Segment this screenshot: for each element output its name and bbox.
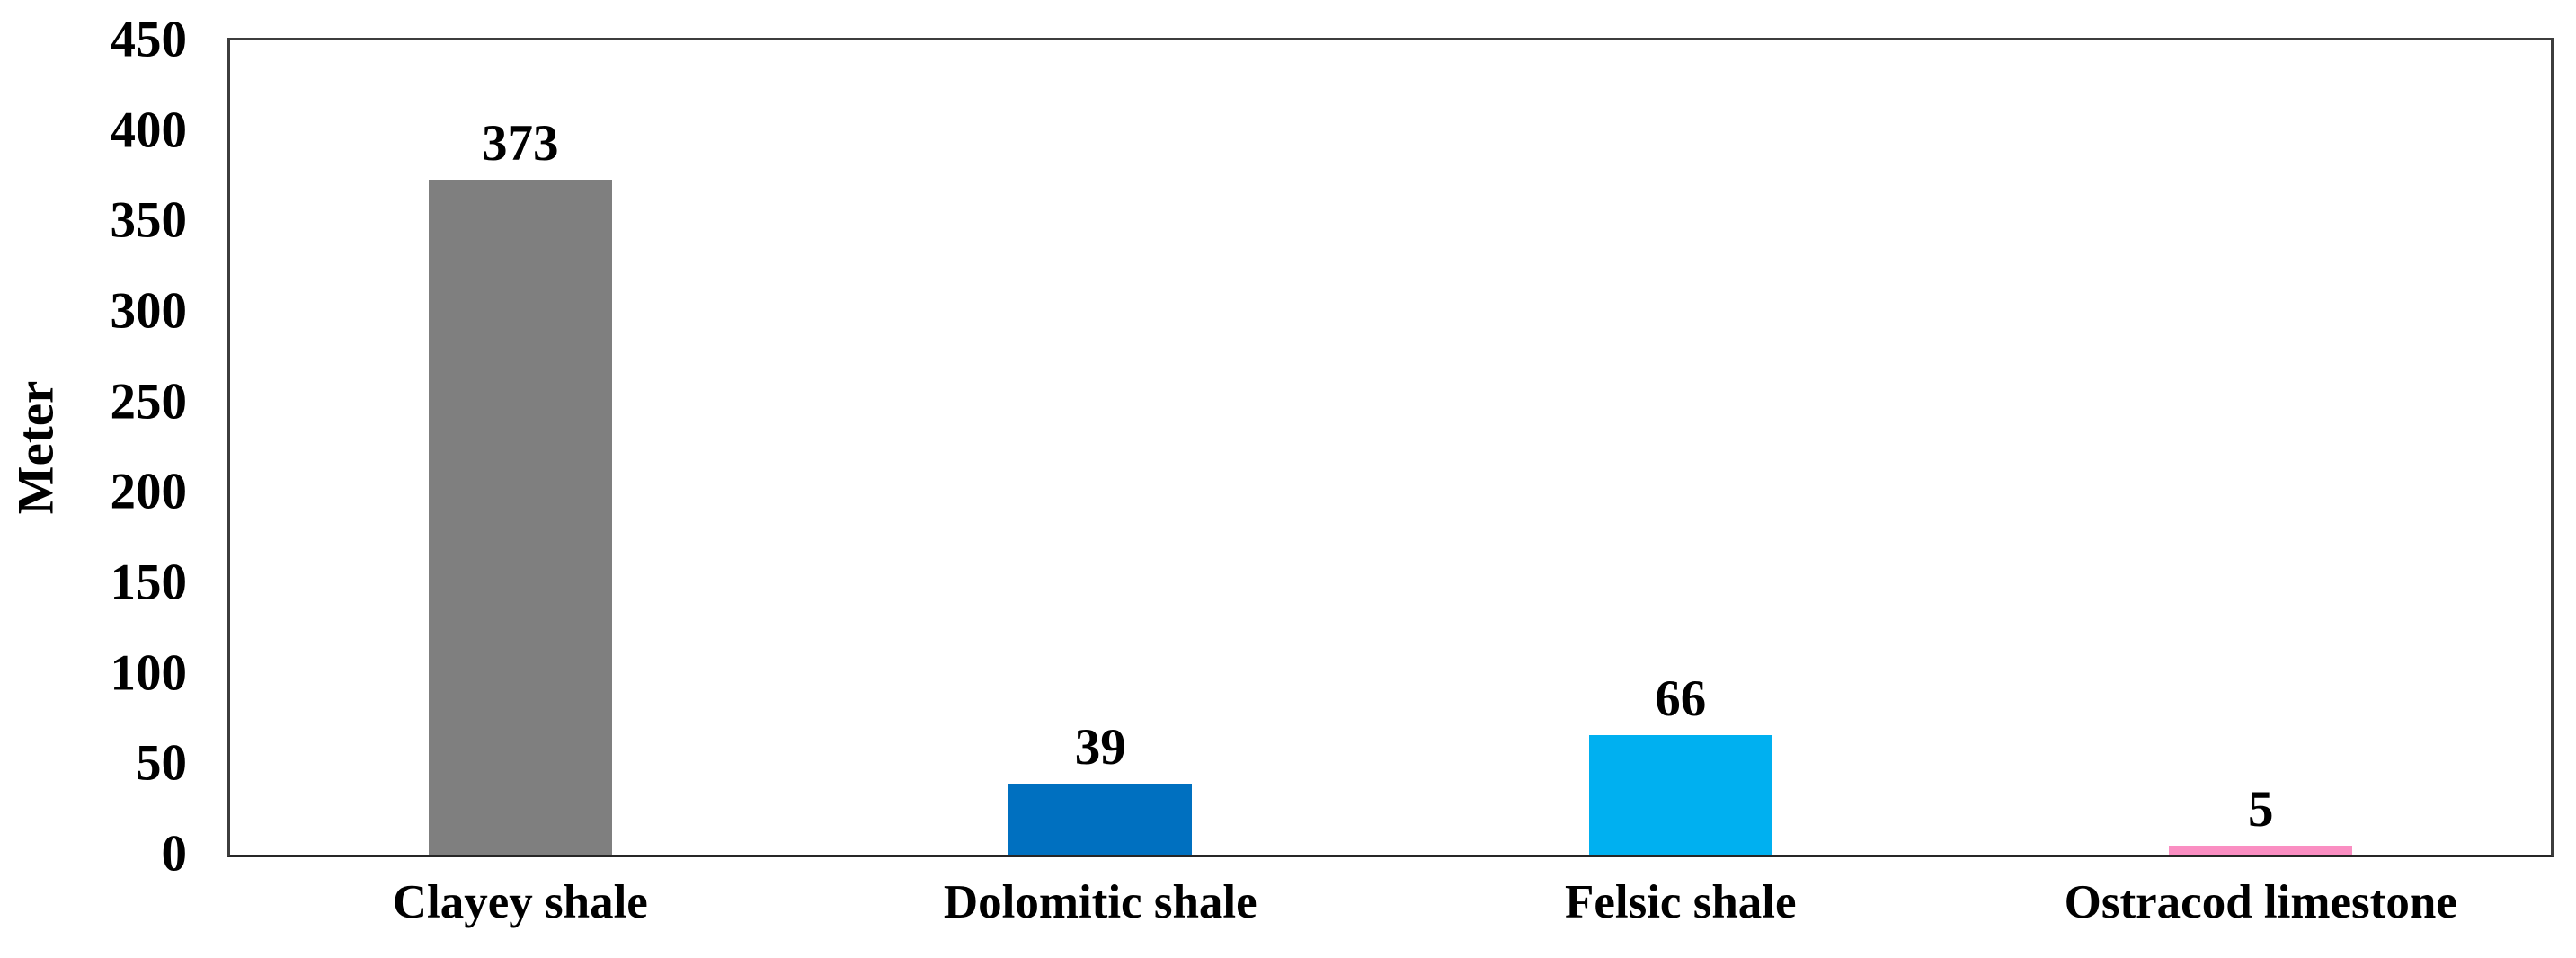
- x-category-label: Ostracod limestone: [2064, 876, 2457, 928]
- bar-felsic-shale: [1588, 735, 1772, 855]
- bar-value-label: 373: [482, 115, 559, 173]
- x-category-label: Dolomitic shale: [943, 876, 1257, 928]
- bar-dolomitic-shale: [1008, 784, 1193, 855]
- y-tick-label: 300: [110, 282, 188, 340]
- y-tick-label: 50: [136, 734, 187, 792]
- y-tick-label: 350: [110, 191, 188, 249]
- y-tick-label: 200: [110, 463, 188, 520]
- x-category-label: Clayey shale: [392, 876, 648, 928]
- y-tick-label: 250: [110, 373, 188, 430]
- bar-value-label: 5: [2248, 780, 2274, 838]
- y-tick-label: 100: [110, 644, 188, 702]
- bar-clayey-shale: [428, 180, 612, 855]
- bar-value-label: 66: [1655, 670, 1707, 728]
- x-category-label: Felsic shale: [1564, 876, 1797, 928]
- bar-value-label: 39: [1074, 719, 1126, 776]
- bar-ostracod-limestone: [2169, 845, 2353, 855]
- y-tick-label: 150: [110, 554, 188, 611]
- y-tick-label: 450: [110, 11, 188, 68]
- plot-area: [227, 38, 2554, 857]
- y-tick-label: 400: [110, 102, 188, 159]
- y-tick-label: 0: [161, 825, 188, 883]
